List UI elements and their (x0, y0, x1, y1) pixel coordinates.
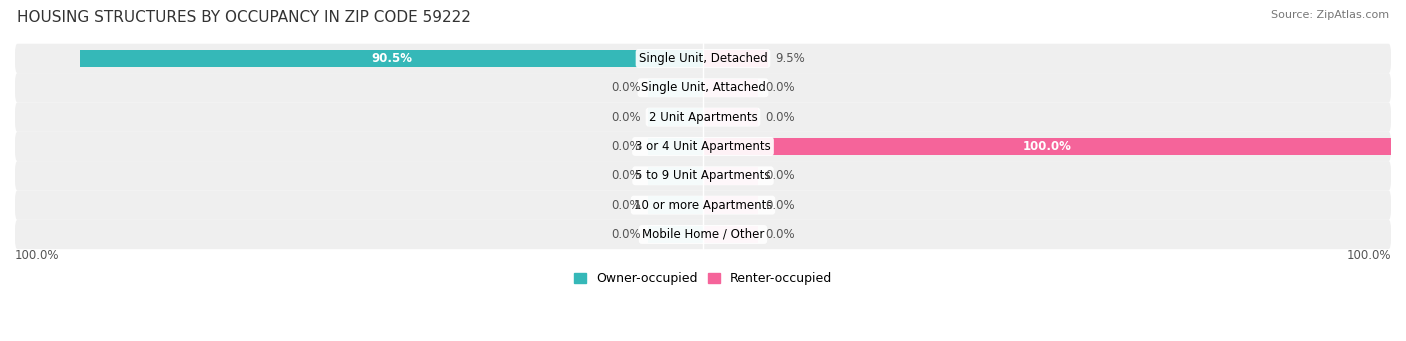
Text: 100.0%: 100.0% (15, 249, 59, 262)
Text: 0.0%: 0.0% (612, 169, 641, 182)
Text: 3 or 4 Unit Apartments: 3 or 4 Unit Apartments (636, 140, 770, 153)
Text: 90.5%: 90.5% (371, 52, 412, 65)
Text: 100.0%: 100.0% (1022, 140, 1071, 153)
Bar (648, 226, 703, 243)
Text: Single Unit, Detached: Single Unit, Detached (638, 52, 768, 65)
Text: 0.0%: 0.0% (765, 110, 794, 123)
Legend: Owner-occupied, Renter-occupied: Owner-occupied, Renter-occupied (568, 267, 838, 290)
Bar (703, 167, 758, 184)
Text: 100.0%: 100.0% (1347, 249, 1391, 262)
Text: 0.0%: 0.0% (612, 110, 641, 123)
Text: 0.0%: 0.0% (612, 140, 641, 153)
Text: 10 or more Apartments: 10 or more Apartments (634, 199, 772, 212)
Bar (703, 79, 758, 97)
FancyBboxPatch shape (15, 73, 1391, 102)
Bar (80, 50, 703, 67)
Bar (648, 167, 703, 184)
Bar (703, 138, 1391, 155)
Text: 0.0%: 0.0% (765, 169, 794, 182)
Bar (648, 79, 703, 97)
FancyBboxPatch shape (15, 132, 1391, 161)
Bar (703, 50, 768, 67)
Text: Single Unit, Attached: Single Unit, Attached (641, 81, 765, 94)
Text: 0.0%: 0.0% (612, 199, 641, 212)
Bar (648, 108, 703, 126)
Text: Mobile Home / Other: Mobile Home / Other (641, 228, 765, 241)
Text: 0.0%: 0.0% (765, 228, 794, 241)
Text: 9.5%: 9.5% (775, 52, 806, 65)
FancyBboxPatch shape (15, 102, 1391, 132)
Bar (648, 196, 703, 214)
FancyBboxPatch shape (15, 161, 1391, 191)
Text: Source: ZipAtlas.com: Source: ZipAtlas.com (1271, 10, 1389, 20)
Text: 0.0%: 0.0% (612, 81, 641, 94)
Text: 2 Unit Apartments: 2 Unit Apartments (648, 110, 758, 123)
Bar (703, 226, 758, 243)
FancyBboxPatch shape (15, 44, 1391, 73)
Text: 5 to 9 Unit Apartments: 5 to 9 Unit Apartments (636, 169, 770, 182)
Bar (648, 138, 703, 155)
FancyBboxPatch shape (15, 220, 1391, 249)
Text: HOUSING STRUCTURES BY OCCUPANCY IN ZIP CODE 59222: HOUSING STRUCTURES BY OCCUPANCY IN ZIP C… (17, 10, 471, 25)
Text: 0.0%: 0.0% (765, 81, 794, 94)
FancyBboxPatch shape (15, 191, 1391, 220)
Text: 0.0%: 0.0% (765, 199, 794, 212)
Bar (703, 108, 758, 126)
Text: 0.0%: 0.0% (612, 228, 641, 241)
Bar (703, 196, 758, 214)
